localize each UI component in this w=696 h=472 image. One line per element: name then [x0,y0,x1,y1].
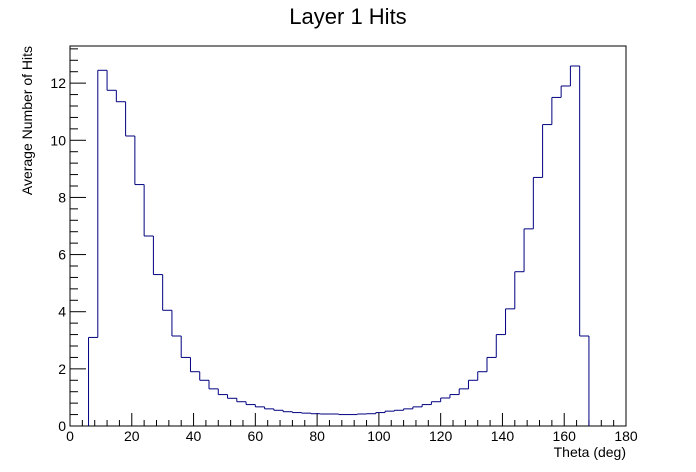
x-axis-ticks: 0 20 40 60 80 100 120 140 160 180 [66,413,638,444]
y-tick-label: 6 [58,247,66,263]
x-tick-label: 100 [367,428,391,444]
y-tick-label: 8 [58,189,66,205]
histogram-bars [88,65,590,426]
x-tick-label: 80 [309,428,325,444]
x-tick-label: 160 [553,428,577,444]
x-tick-label: 40 [186,428,202,444]
x-tick-label: 20 [124,428,140,444]
y-tick-label: 10 [50,132,66,148]
x-tick-label: 60 [248,428,264,444]
y-axis-ticks: 0 2 4 6 8 10 12 [50,48,86,434]
y-tick-label: 12 [50,75,66,91]
y-axis-title: Average Number of Hits [19,46,35,195]
y-tick-label: 2 [58,361,66,377]
x-tick-label: 140 [491,428,515,444]
plot-frame [69,45,627,427]
x-tick-label: 0 [66,428,74,444]
chart-title: Layer 1 Hits [289,4,406,29]
y-tick-label: 4 [58,304,66,320]
x-tick-label: 120 [429,428,453,444]
x-tick-label: 180 [614,428,638,444]
y-tick-label: 0 [58,418,66,434]
x-axis-title: Theta (deg) [554,444,626,460]
